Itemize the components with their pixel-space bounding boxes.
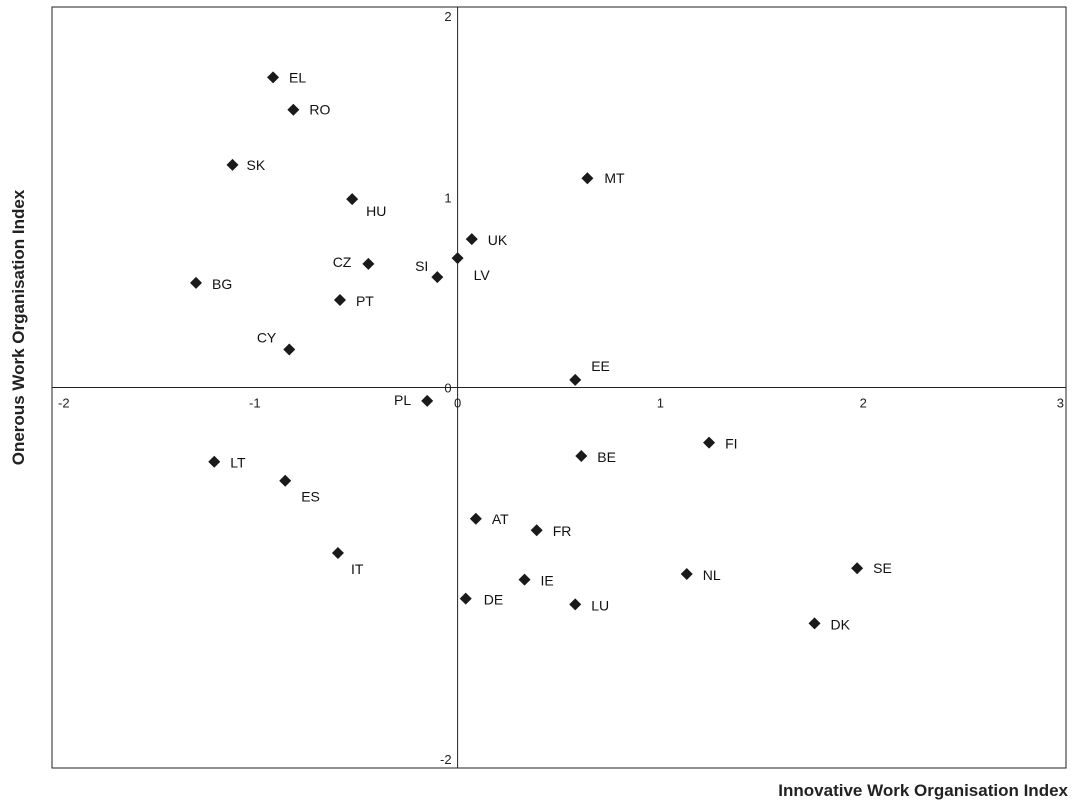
data-point-label: RO	[309, 102, 330, 118]
data-point-marker	[331, 547, 344, 560]
y-tick-label: 0	[444, 381, 451, 396]
data-point-marker	[530, 524, 543, 537]
data-point-marker	[226, 158, 239, 171]
data-point-label: EE	[591, 358, 610, 374]
data-point-marker	[569, 598, 582, 611]
x-tick-label: 1	[657, 396, 664, 411]
x-axis-title: Innovative Work Organisation Index	[778, 781, 1068, 800]
data-point-label: SI	[415, 258, 428, 274]
data-point-label: SE	[873, 560, 892, 576]
data-point-marker	[451, 252, 464, 265]
data-point-marker	[808, 617, 821, 630]
y-tick-label: 2	[444, 9, 451, 24]
data-point-label: UK	[488, 232, 508, 248]
data-point-marker	[189, 276, 202, 289]
data-point-marker	[421, 394, 434, 407]
data-point-label: NL	[703, 567, 721, 583]
data-point-label: HU	[366, 203, 386, 219]
data-point-label: EL	[289, 69, 306, 85]
y-tick-labels: -2 0 1 2	[440, 9, 452, 767]
y-axis-title: Onerous Work Organisation Index	[9, 189, 28, 465]
data-point-marker	[362, 257, 375, 270]
data-point-marker	[465, 233, 478, 246]
y-tick-label: 1	[444, 190, 451, 205]
data-point-label: LU	[591, 597, 609, 613]
x-tick-label: -1	[249, 396, 261, 411]
x-tick-label: -2	[58, 396, 70, 411]
x-tick-label: 2	[860, 396, 867, 411]
data-point-marker	[575, 449, 588, 462]
data-point-label: CZ	[333, 254, 352, 270]
data-point-marker	[208, 455, 221, 468]
data-point-label: BG	[212, 276, 232, 292]
data-point-label: LT	[230, 455, 246, 471]
data-point-label: DE	[484, 592, 503, 608]
data-point-label: IT	[351, 561, 364, 577]
data-point-marker	[267, 71, 280, 84]
data-point-marker	[581, 172, 594, 185]
data-point-label: FR	[553, 523, 572, 539]
data-point-marker	[431, 271, 444, 284]
data-point-label: IE	[541, 573, 554, 589]
data-point-marker	[287, 103, 300, 116]
data-point-marker	[279, 474, 292, 487]
data-point-label: MT	[604, 170, 625, 186]
x-tick-labels: -2 -1 0 1 2 3	[58, 396, 1064, 411]
y-tick-label: -2	[440, 752, 452, 767]
x-tick-label: 3	[1057, 396, 1064, 411]
data-point-marker	[469, 512, 482, 525]
data-point-label: DK	[831, 616, 851, 632]
data-point-marker	[283, 343, 296, 356]
data-point-label: SK	[246, 157, 265, 173]
data-point-marker	[346, 193, 359, 206]
x-tick-label: 0	[454, 396, 461, 411]
data-point-label: BE	[597, 449, 616, 465]
data-point-marker	[333, 293, 346, 306]
data-point-label: AT	[492, 511, 509, 527]
data-point-label: PT	[356, 293, 374, 309]
data-point-marker	[703, 436, 716, 449]
data-point-label: PL	[394, 392, 411, 408]
data-point-label: FI	[725, 436, 737, 452]
data-point-marker	[569, 373, 582, 386]
data-points: EL RO SK HU MT UK SI LV CZ BG PT CY EE PL FI BE LT ES AT FR…	[189, 69, 892, 632]
data-point-label: LV	[474, 267, 491, 283]
data-point-marker	[851, 562, 864, 575]
data-point-label: CY	[257, 329, 277, 345]
data-point-label: ES	[301, 489, 320, 505]
data-point-marker	[680, 567, 693, 580]
data-point-marker	[459, 592, 472, 605]
data-point-marker	[518, 573, 531, 586]
